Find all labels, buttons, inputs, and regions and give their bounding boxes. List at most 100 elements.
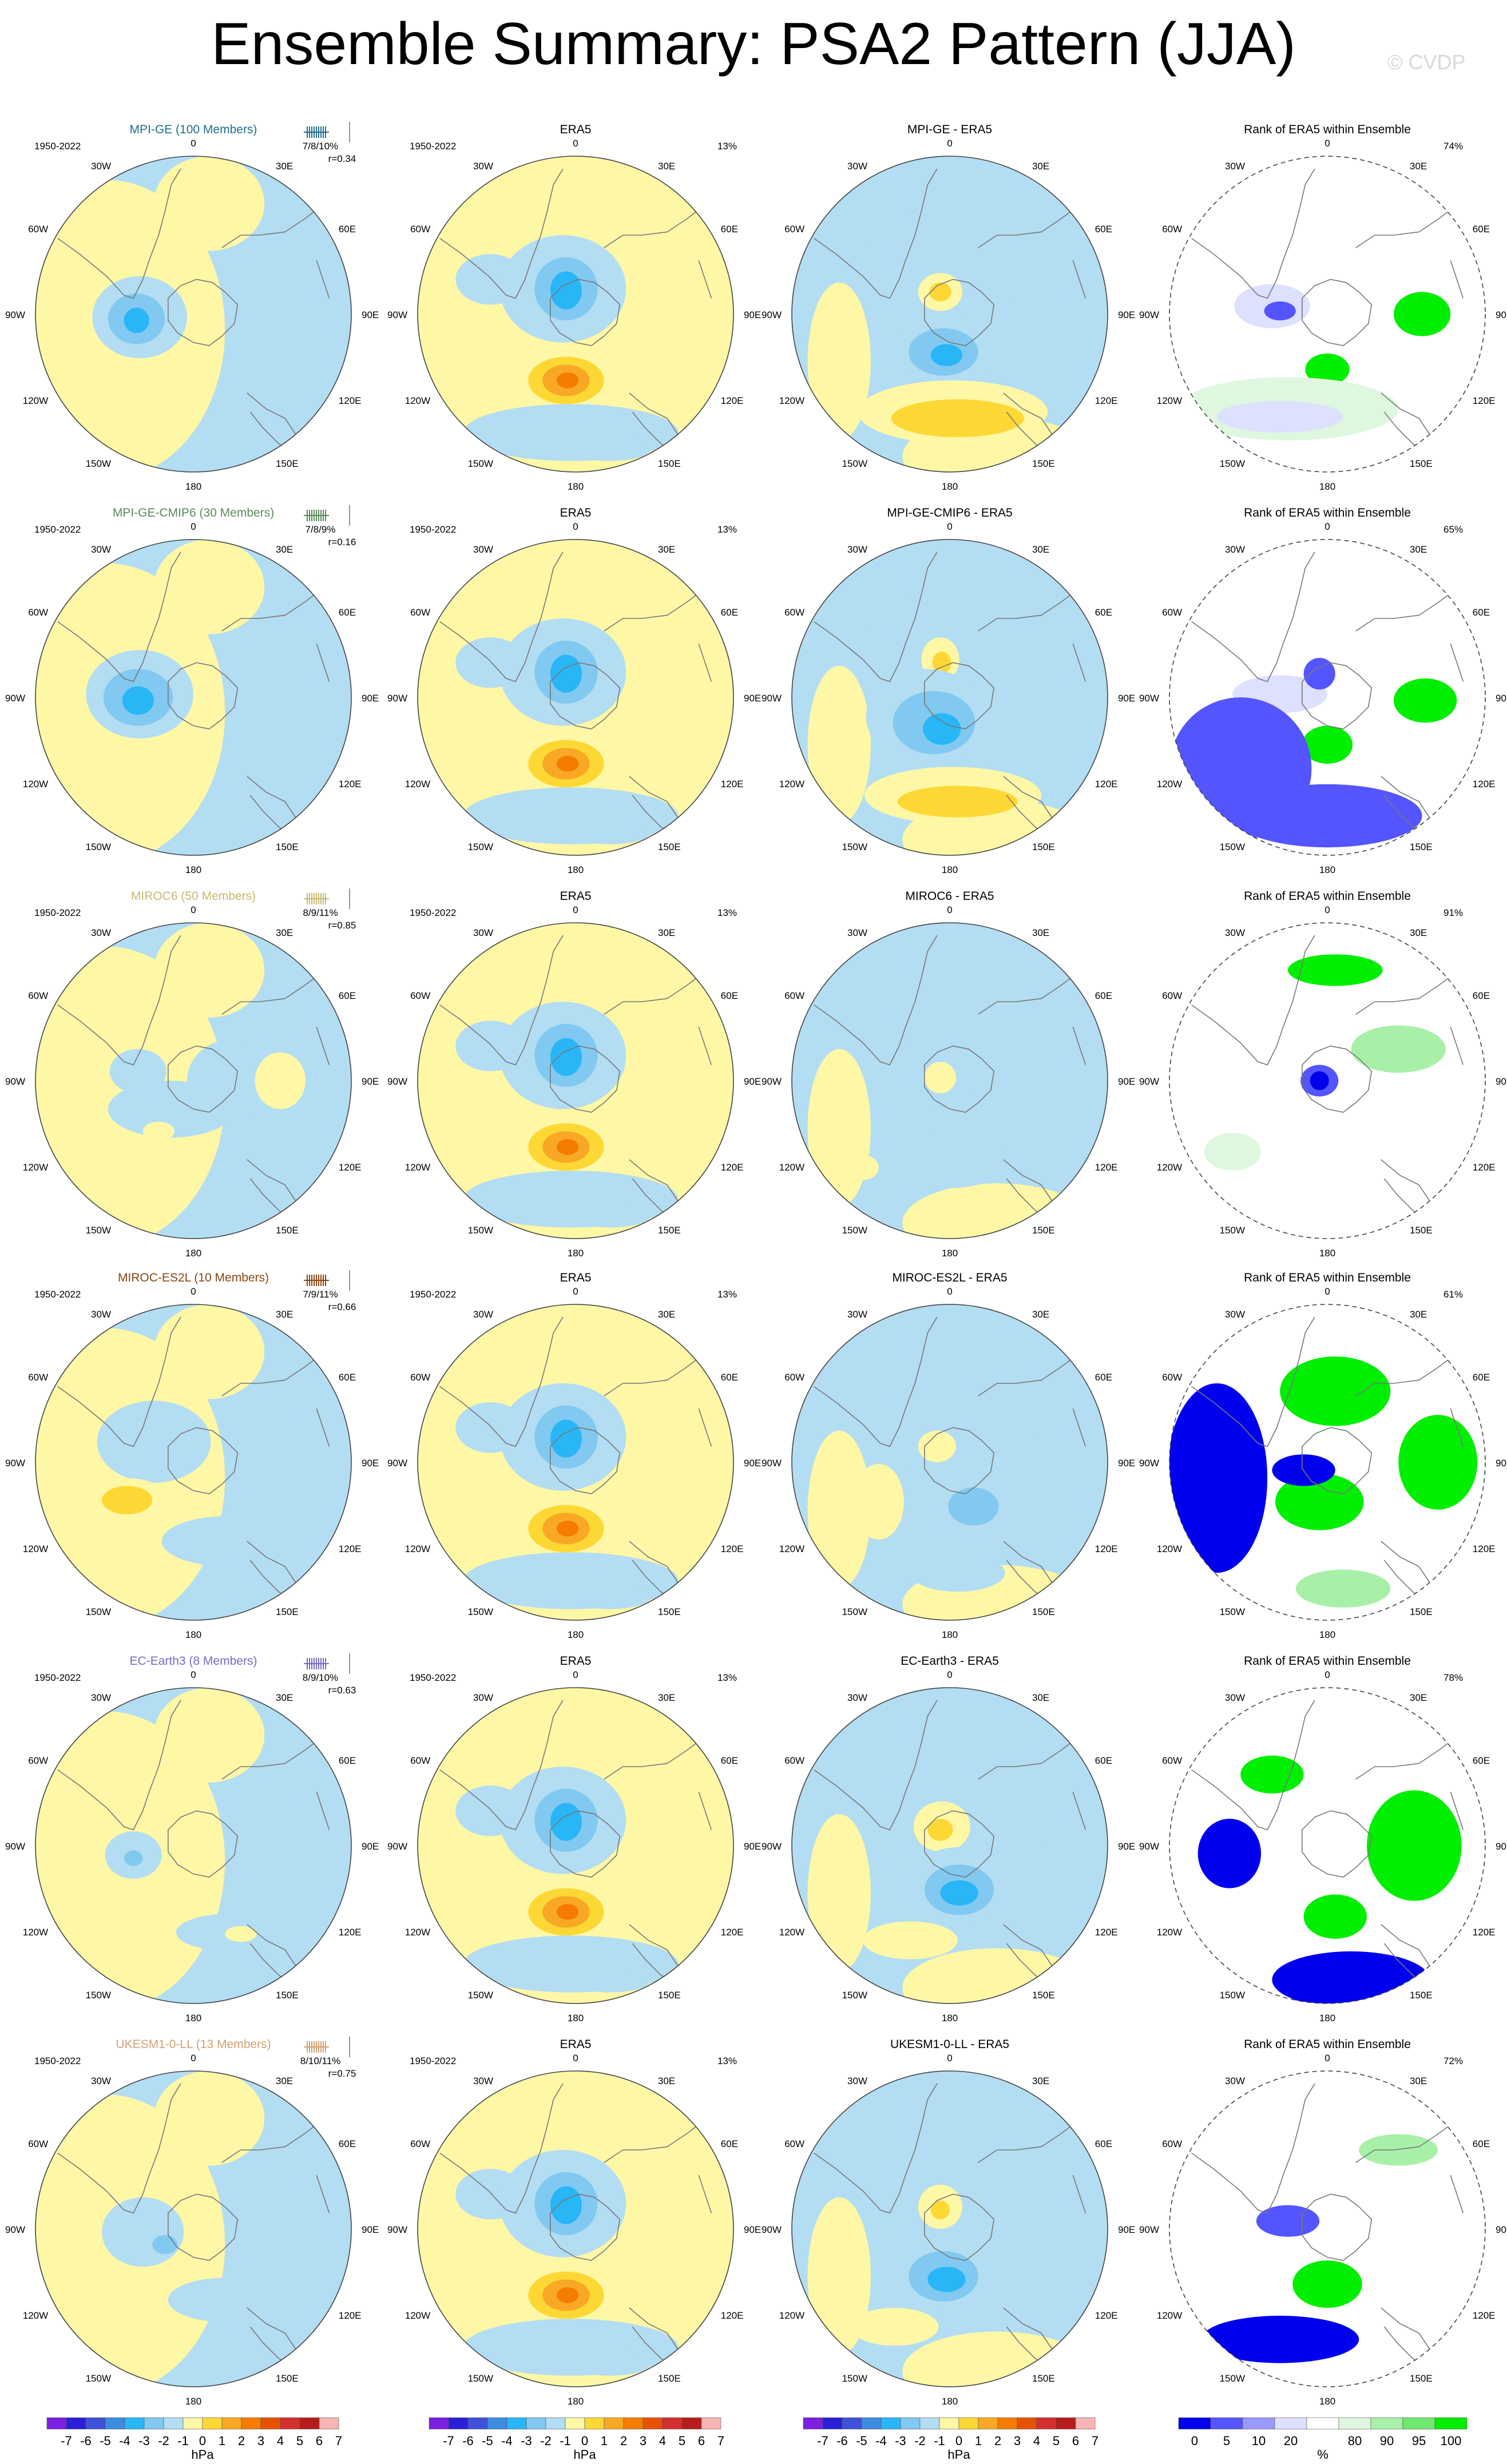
map-anomaly: [1002, 1430, 1040, 1462]
lon-label: 150W: [842, 458, 867, 469]
lon-label: 120E: [339, 395, 362, 406]
map-anomaly: [850, 2308, 939, 2346]
map-anomaly: [1264, 301, 1296, 321]
map-anomaly: [154, 539, 265, 634]
lon-label: 0: [1324, 1286, 1330, 1297]
colorbar-swatch: [545, 2417, 566, 2430]
lon-label: 120E: [1095, 1927, 1118, 1938]
map-anomaly: [1005, 282, 1053, 352]
lon-label: 90W: [1139, 310, 1159, 320]
lon-label: 60E: [1095, 607, 1112, 618]
colorbar-swatch: [584, 2417, 605, 2430]
lon-label: 30W: [1225, 544, 1245, 555]
coastline: [1302, 1045, 1373, 1113]
coastline: [1072, 1026, 1086, 1065]
lon-label: 150W: [86, 458, 111, 469]
map-rank-0: 0 30E 60E 90E 120E 150E 180 150W 120W 90W 60W 30W Ra…: [1139, 123, 1507, 492]
colorbar-swatch: [526, 2417, 546, 2430]
coastline: [1355, 1358, 1451, 1396]
lon-label: 60W: [28, 607, 48, 618]
lon-label: 60W: [784, 1372, 804, 1383]
diff-title: MIROC6 - ERA5: [905, 890, 994, 903]
colorbar-units: %: [1317, 2447, 1328, 2462]
colorbar-tick: 90: [1380, 2434, 1394, 2448]
map-anomaly: [902, 1948, 1092, 2003]
coastline: [1191, 551, 1315, 683]
colorbar-tick: 1: [975, 2434, 982, 2448]
coastline: [1191, 1316, 1315, 1447]
map-rank-5: 0 30E 60E 90E 120E 150E 180 150W 120W 90W 60W 30W Ra…: [1139, 2038, 1507, 2407]
coastline: [698, 643, 712, 682]
lon-label: 150E: [1032, 1990, 1055, 2001]
map-anomaly: [125, 374, 157, 393]
lon-label: 60W: [1162, 1372, 1182, 1383]
colorbar-tick: 0: [955, 2434, 962, 2448]
lon-label: 0: [191, 138, 196, 149]
coastline: [698, 260, 712, 299]
coastline: [550, 1810, 621, 1878]
lon-label: 30W: [847, 927, 867, 938]
lon-label: 150E: [658, 458, 681, 469]
map-anomaly: [1302, 725, 1353, 764]
map-rim: [791, 156, 1108, 473]
lon-label: 60E: [1473, 224, 1490, 235]
map-anomaly: [929, 282, 951, 301]
coastline: [1450, 1408, 1464, 1447]
rank-title: Rank of ERA5 within Ensemble: [1244, 1654, 1411, 1668]
lon-label: 180: [185, 481, 201, 492]
lon-label: 120W: [779, 1544, 804, 1554]
lon-label: 90W: [1139, 2224, 1159, 2235]
colorbar-swatch: [1306, 2417, 1339, 2430]
lon-label: 60E: [1095, 1755, 1112, 1766]
map-anomaly: [807, 282, 871, 441]
map-anomaly: [918, 1430, 957, 1462]
colorbar-swatch: [66, 2417, 86, 2430]
lon-label: 120E: [339, 1927, 362, 1938]
explained-variance: 8/9/10%: [303, 1672, 338, 1683]
lon-label: 90E: [1496, 1076, 1507, 1087]
rank-title: Rank of ERA5 within Ensemble: [1244, 123, 1411, 136]
lon-label: 180: [1319, 1248, 1335, 1259]
lon-label: 60E: [721, 1755, 738, 1766]
lon-label: 180: [568, 2396, 584, 2407]
lon-label: 60W: [1162, 607, 1182, 618]
lon-label: 180: [1319, 1629, 1335, 1640]
lon-label: 30W: [473, 544, 493, 555]
map-anomaly: [807, 1049, 871, 1207]
map-anomaly: [998, 1811, 1043, 1874]
map-anomaly: [807, 665, 871, 824]
lon-label: 30E: [276, 2076, 293, 2086]
map-anomaly: [550, 1803, 582, 1841]
coastline: [1302, 662, 1373, 730]
map-rim: [35, 156, 352, 473]
map-diff-1: 0 30E 60E 90E 120E 150E 180 150W 120W 90W 60W 30W MP…: [762, 506, 1135, 875]
lon-label: 30E: [658, 2076, 675, 2086]
map-rim: [1169, 1304, 1486, 1621]
lon-label: 90E: [744, 693, 761, 704]
colorbar-tick: -7: [61, 2434, 72, 2448]
lon-label: 60E: [1473, 1755, 1490, 1766]
colorbar-tick: 5: [296, 2434, 303, 2448]
map-anomaly: [629, 642, 687, 737]
lon-label: 90W: [1139, 1458, 1159, 1469]
coastline: [698, 2175, 712, 2213]
map-anomaly: [923, 713, 961, 745]
map-rim: [791, 2070, 1108, 2387]
coastline: [168, 1810, 239, 1878]
colorbar-swatch: [881, 2417, 901, 2430]
obs-title: ERA5: [560, 1654, 592, 1668]
map-model-0: 0 30E 60E 90E 120E 150E 180 150W 120W 90W 60W 30W MP…: [5, 122, 379, 492]
colorbar-tick: 0: [1191, 2434, 1198, 2448]
map-anomaly: [1216, 400, 1343, 433]
period-label: 1950-2022: [34, 2056, 81, 2066]
lon-label: 120E: [721, 1927, 744, 1938]
lon-label: 120W: [405, 779, 430, 789]
map-anomaly: [154, 923, 265, 1018]
lon-label: 90W: [762, 1841, 782, 1852]
map-rank-3: 0 30E 60E 90E 120E 150E 180 150W 120W 90W 60W 30W Ra…: [1139, 1271, 1507, 1640]
lon-label: 60W: [410, 990, 430, 1001]
map-anomaly: [1393, 678, 1457, 723]
colorbar-tick: -1: [934, 2434, 945, 2448]
obs-variance: 13%: [717, 907, 737, 918]
coastline: [221, 593, 317, 632]
